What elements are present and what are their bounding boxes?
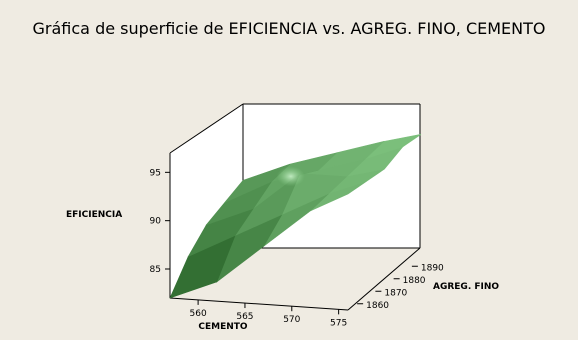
z-tick-label: 95 [150, 168, 161, 178]
z-tick-label: 85 [150, 265, 161, 275]
x-tick-label: 570 [283, 315, 300, 325]
box-edge-top-left [169, 103, 244, 154]
x-tick-label: 575 [330, 318, 347, 328]
y-axis-line [347, 247, 421, 311]
z-tick-label: 90 [150, 217, 162, 227]
z-axis-label: EFICIENCIA [66, 210, 122, 220]
x-tick-label: 560 [190, 309, 207, 319]
surface-highlight [276, 166, 305, 187]
y-tick-label: 1880 [403, 276, 426, 286]
x-axis-ticks: 560 565 570 575 [190, 299, 347, 328]
y-tick-label: 1890 [421, 263, 444, 273]
y-axis-label: AGREG. FINO [433, 282, 499, 292]
x-tick-label: 565 [236, 312, 253, 322]
y-tick-label: 1860 [366, 301, 389, 311]
z-axis-ticks: 85 90 95 [150, 168, 170, 275]
surface [169, 134, 422, 299]
y-axis-ticks: 1860 1870 1880 1890 [357, 263, 444, 311]
x-axis-label: CEMENTO [198, 322, 248, 332]
surface-patch [224, 163, 291, 203]
y-tick-label: 1870 [384, 288, 407, 298]
x-axis-line [169, 297, 349, 311]
chart-title: Gráfica de superficie de EFICIENCIA vs. … [33, 19, 546, 38]
